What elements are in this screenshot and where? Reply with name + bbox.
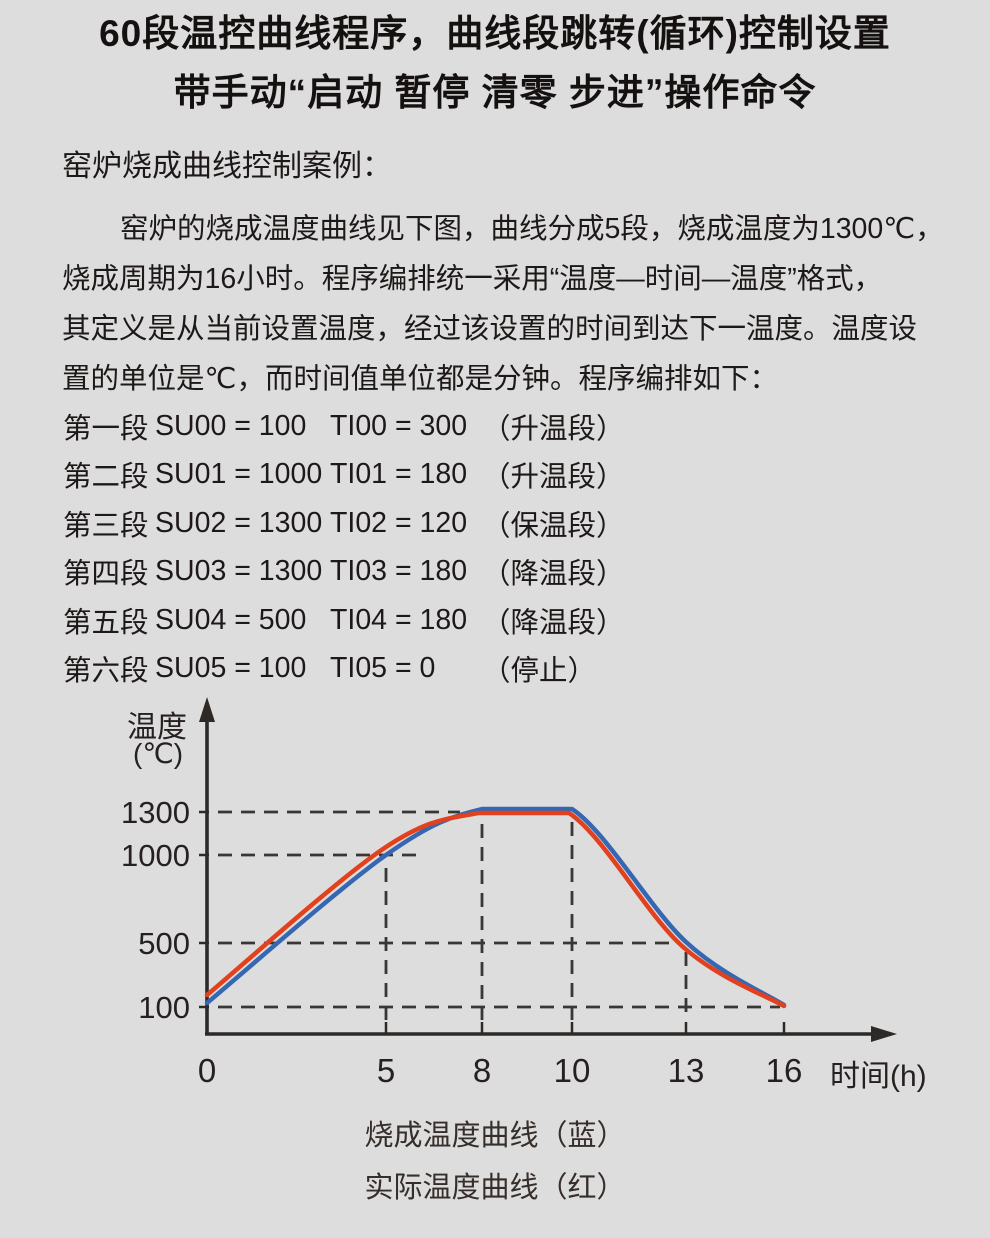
y-tick-label: 100 xyxy=(138,990,190,1025)
y-tick-label: 500 xyxy=(138,926,190,961)
su-value: SU05 = 100 xyxy=(155,652,307,685)
paragraph-line: 烧成周期为16小时。程序编排统一采用“温度—时间—温度”格式， xyxy=(62,263,883,295)
x-tick-label: 13 xyxy=(668,1052,705,1089)
segment-note: （停止） xyxy=(482,655,597,688)
program-row: 第三段 SU02 = 1300 TI02 = 120 （保温段） xyxy=(63,499,923,548)
x-tick-label: 0 xyxy=(198,1052,216,1089)
y-axis-arrow-icon xyxy=(199,697,215,722)
program-row: 第一段 SU00 = 100 TI00 = 300 （升温段） xyxy=(63,402,923,451)
x-tick-label: 10 xyxy=(554,1052,591,1089)
segment-label: 第二段 xyxy=(63,461,149,494)
segment-label: 第四段 xyxy=(63,558,149,591)
set-temperature-curve xyxy=(204,806,787,1008)
title-line-2: 带手动“启动 暂停 清零 步进”操作命令 xyxy=(173,72,817,113)
program-row: 第五段 SU04 = 500 TI04 = 180 （降温段） xyxy=(63,596,923,645)
segment-note: （保温段） xyxy=(482,509,625,542)
legend-red-curve: 实际温度曲线（红） xyxy=(364,1172,626,1204)
ti-value: TI01 = 180 xyxy=(330,458,468,491)
segment-label: 第五段 xyxy=(63,606,149,639)
program-segment-list: 第一段 SU00 = 100 TI00 = 300 （升温段） 第二段 SU01… xyxy=(63,402,923,693)
y-axis-unit-label: (℃) xyxy=(133,738,184,769)
paragraph-line: 其定义是从当前设置温度，经过该设置的时间到达下一温度。温度设 xyxy=(62,313,918,345)
description-paragraph: 窑炉的烧成温度曲线见下图，曲线分成5段，烧成温度为1300℃， 烧成周期为16小… xyxy=(62,204,944,404)
legend-blue-curve: 烧成温度曲线（蓝） xyxy=(364,1120,626,1152)
segment-note: （升温段） xyxy=(482,412,625,445)
x-axis-arrow-icon xyxy=(871,1026,897,1042)
segment-label: 第三段 xyxy=(63,509,149,542)
ti-value: TI04 = 180 xyxy=(330,603,468,636)
x-tick-label: 16 xyxy=(766,1052,803,1089)
x-tick-label: 8 xyxy=(473,1052,491,1089)
segment-note: （降温段） xyxy=(482,558,625,591)
su-value: SU03 = 1300 xyxy=(155,555,323,588)
su-value: SU01 = 1000 xyxy=(155,458,323,491)
segment-label: 第一段 xyxy=(63,412,149,445)
chart-legend: 烧成温度曲线（蓝） 实际温度曲线（红） xyxy=(0,1110,990,1214)
segment-label: 第六段 xyxy=(63,655,149,688)
su-value: SU04 = 500 xyxy=(155,603,307,636)
paragraph-line: 置的单位是℃，而时间值单位都是分钟。程序编排如下： xyxy=(62,363,779,395)
ti-value: TI00 = 300 xyxy=(330,409,468,442)
y-axis-label: 温度 xyxy=(127,711,187,744)
actual-temperature-curve xyxy=(204,810,787,1009)
segment-note: （降温段） xyxy=(482,606,625,639)
y-tick-label: 1000 xyxy=(121,838,190,873)
x-tick-label: 5 xyxy=(377,1052,395,1089)
su-value: SU00 = 100 xyxy=(155,409,307,442)
segment-note: （升温段） xyxy=(482,461,625,494)
ti-value: TI03 = 180 xyxy=(330,555,468,588)
su-value: SU02 = 1300 xyxy=(155,506,323,539)
program-row: 第二段 SU01 = 1000 TI01 = 180 （升温段） xyxy=(63,451,923,500)
case-heading: 窑炉烧成曲线控制案例： xyxy=(62,150,392,183)
program-row: 第四段 SU03 = 1300 TI03 = 180 （降温段） xyxy=(63,548,923,597)
title-line-1: 60段温控曲线程序，曲线段跳转(循环)控制设置 xyxy=(99,13,891,54)
document-title: 60段温控曲线程序，曲线段跳转(循环)控制设置 带手动“启动 暂停 清零 步进”… xyxy=(0,4,990,122)
y-tick-label: 1300 xyxy=(121,795,190,830)
paragraph-line: 窑炉的烧成温度曲线见下图，曲线分成5段，烧成温度为1300℃， xyxy=(120,213,944,245)
ti-value: TI02 = 120 xyxy=(330,506,468,539)
x-axis-label: 时间(h) xyxy=(830,1060,927,1093)
ti-value: TI05 = 0 xyxy=(330,652,436,685)
program-row: 第六段 SU05 = 100 TI05 = 0 （停止） xyxy=(63,645,923,694)
